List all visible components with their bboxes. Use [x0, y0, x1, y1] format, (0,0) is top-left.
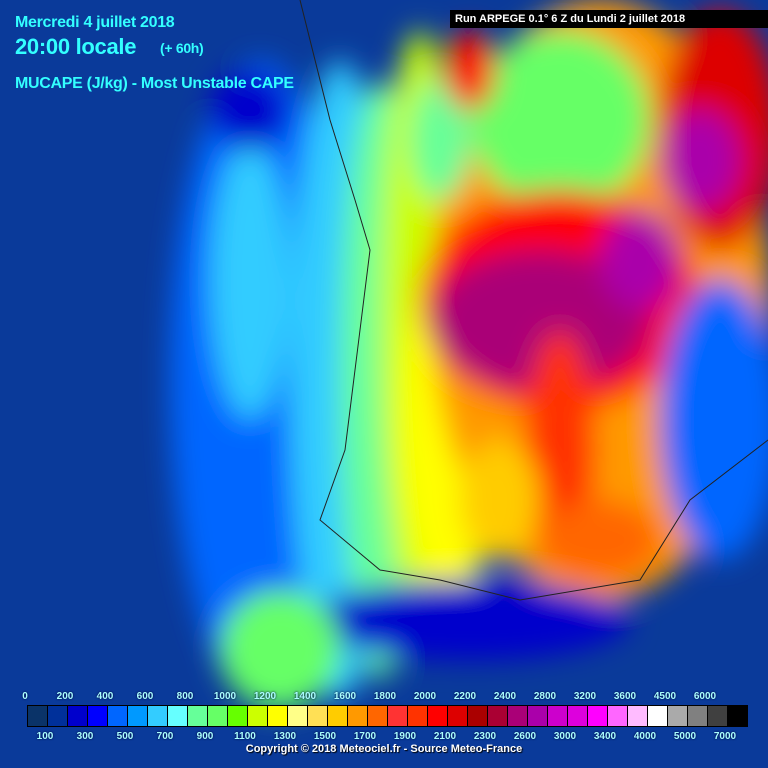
legend-swatch — [388, 706, 408, 726]
legend-label: 400 — [96, 691, 114, 702]
legend-label: 1700 — [353, 731, 377, 742]
legend-swatch — [448, 706, 468, 726]
legend-label: 300 — [76, 731, 94, 742]
coastline — [299, 0, 768, 601]
legend-swatch — [68, 706, 88, 726]
legend-swatch — [308, 706, 328, 726]
legend-label: 2300 — [473, 731, 497, 742]
legend-label: 800 — [176, 691, 194, 702]
legend-swatch — [188, 706, 208, 726]
legend-label: 1500 — [313, 731, 337, 742]
legend-swatch — [348, 706, 368, 726]
legend-swatch — [648, 706, 668, 726]
legend-label: 2600 — [513, 731, 537, 742]
legend-label: 3200 — [573, 691, 597, 702]
copyright: Copyright © 2018 Meteociel.fr - Source M… — [245, 743, 523, 755]
legend-swatch — [288, 706, 308, 726]
valid-date: Mercredi 4 juillet 2018 — [15, 14, 175, 31]
legend-swatch — [428, 706, 448, 726]
color-legend-bar — [27, 705, 748, 727]
legend-swatch — [48, 706, 68, 726]
legend-swatch — [608, 706, 628, 726]
legend-swatch — [568, 706, 588, 726]
legend-label: 2000 — [413, 691, 437, 702]
legend-swatch — [328, 706, 348, 726]
legend-label: 1100 — [234, 731, 256, 742]
legend-swatch — [148, 706, 168, 726]
legend-label: 500 — [116, 731, 134, 742]
legend-label: 1600 — [333, 691, 357, 702]
legend-label: 5000 — [673, 731, 697, 742]
legend-swatch — [528, 706, 548, 726]
legend-swatch — [108, 706, 128, 726]
legend-label: 600 — [136, 691, 154, 702]
legend-swatch — [268, 706, 288, 726]
legend-label: 3600 — [613, 691, 637, 702]
legend-label: 2800 — [533, 691, 557, 702]
legend-swatch — [408, 706, 428, 726]
legend-swatch — [228, 706, 248, 726]
legend-label: 2400 — [493, 691, 517, 702]
legend-label: 1400 — [293, 691, 317, 702]
legend-swatch — [688, 706, 708, 726]
legend-label: 1200 — [253, 691, 277, 702]
legend-label: 6000 — [693, 691, 717, 702]
legend-swatch — [628, 706, 648, 726]
legend-swatch — [588, 706, 608, 726]
legend-swatch — [248, 706, 268, 726]
legend-label: 4500 — [653, 691, 677, 702]
legend-label: 1000 — [213, 691, 237, 702]
legend-swatch — [488, 706, 508, 726]
legend-swatch — [728, 706, 747, 726]
legend-swatch — [28, 706, 48, 726]
legend-label: 1900 — [393, 731, 417, 742]
legend-label: 3400 — [593, 731, 617, 742]
legend-label: 0 — [22, 691, 28, 702]
legend-label: 1800 — [373, 691, 397, 702]
legend-label: 900 — [196, 731, 214, 742]
lead-time: (+ 60h) — [160, 40, 204, 56]
legend-label: 100 — [36, 731, 54, 742]
legend-label: 2200 — [453, 691, 477, 702]
legend-label: 200 — [56, 691, 74, 702]
model-run-label: Run ARPEGE 0.1° 6 Z du Lundi 2 juillet 2… — [450, 10, 768, 28]
legend-label: 7000 — [713, 731, 737, 742]
legend-label: 2100 — [433, 731, 457, 742]
legend-label: 1300 — [273, 731, 297, 742]
legend-swatch — [88, 706, 108, 726]
legend-swatch — [708, 706, 728, 726]
legend-swatch — [208, 706, 228, 726]
legend-swatch — [168, 706, 188, 726]
legend-swatch — [468, 706, 488, 726]
legend-swatch — [548, 706, 568, 726]
legend-swatch — [508, 706, 528, 726]
legend-swatch — [128, 706, 148, 726]
legend-swatch — [368, 706, 388, 726]
valid-time: 20:00 locale — [15, 34, 137, 59]
legend-label: 3000 — [553, 731, 577, 742]
legend-label: 700 — [156, 731, 174, 742]
legend-label: 4000 — [633, 731, 657, 742]
legend-swatch — [668, 706, 688, 726]
parameter-title: MUCAPE (J/kg) - Most Unstable CAPE — [15, 75, 294, 92]
